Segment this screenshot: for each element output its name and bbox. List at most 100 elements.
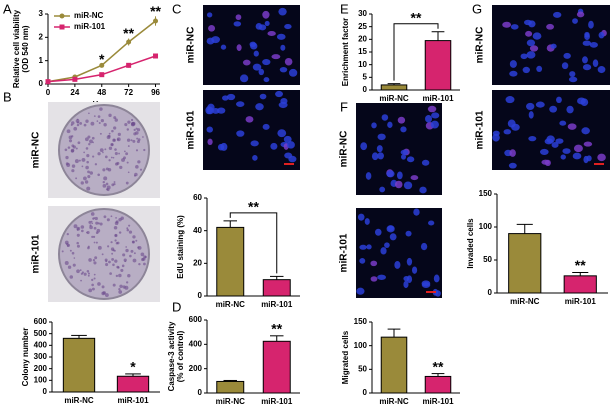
x-tick-label: miR-101 <box>261 397 293 406</box>
nucleus <box>235 14 242 21</box>
colony <box>112 249 115 252</box>
colony <box>86 160 89 164</box>
colony <box>97 282 101 286</box>
colony <box>114 148 117 151</box>
x-tick-label: miR-101 <box>261 300 293 309</box>
colony <box>93 241 96 244</box>
colony <box>86 230 90 235</box>
nucleus <box>250 42 258 50</box>
nucleus <box>421 280 431 287</box>
x-tick-label: 96 <box>151 88 160 97</box>
y-axis-label: Migrated cells <box>341 330 350 384</box>
colony <box>66 232 69 236</box>
nucleus <box>563 52 571 59</box>
nucleus <box>523 19 532 26</box>
colony <box>107 245 110 248</box>
nucleus <box>242 59 251 66</box>
nucleus <box>526 102 535 110</box>
colony <box>112 263 115 267</box>
nucleus <box>508 162 517 169</box>
nucleus <box>569 71 576 78</box>
colony <box>69 249 72 252</box>
colony <box>129 254 132 258</box>
colony <box>64 148 68 152</box>
colony <box>76 241 79 245</box>
nucleus <box>592 59 599 67</box>
nucleus <box>431 112 440 119</box>
colony <box>104 293 109 297</box>
colony <box>95 221 99 225</box>
nucleus <box>509 149 516 157</box>
colony <box>80 181 84 185</box>
legend-marker <box>59 24 65 30</box>
y-axis-label: Enrichment factor <box>341 18 350 86</box>
y-tick-label: 20 <box>358 34 367 43</box>
colony <box>61 250 64 253</box>
colony <box>101 253 104 256</box>
colony <box>105 260 108 263</box>
colony <box>123 258 127 262</box>
y-tick-label: 0 <box>198 388 203 397</box>
colony <box>76 121 80 124</box>
nucleus <box>206 107 214 115</box>
bar <box>508 233 542 294</box>
colony <box>113 181 116 184</box>
nucleus <box>509 60 517 68</box>
bar <box>380 84 408 91</box>
colony <box>103 123 107 127</box>
colony <box>116 138 120 141</box>
bar <box>62 337 96 393</box>
colony <box>119 165 123 170</box>
nucleus <box>239 74 249 83</box>
colony <box>105 182 109 186</box>
colony <box>93 226 97 230</box>
colony <box>127 274 131 278</box>
nucleus <box>582 40 592 46</box>
nucleus <box>566 105 574 114</box>
nucleus <box>283 135 292 143</box>
x-tick-label: miR-101 <box>117 396 149 405</box>
nucleus <box>377 152 384 160</box>
nucleus <box>541 159 550 165</box>
nucleus <box>510 24 519 30</box>
colony <box>65 162 69 166</box>
nucleus <box>381 114 389 121</box>
nucleus <box>502 21 512 28</box>
colony <box>99 222 103 226</box>
nucleus <box>278 7 287 16</box>
nucleus <box>536 65 543 73</box>
nucleus <box>252 155 258 161</box>
nucleus <box>389 233 397 241</box>
panel-letter: C <box>172 1 181 16</box>
colony <box>99 107 103 111</box>
colony <box>125 181 129 185</box>
nucleus <box>598 31 605 39</box>
nucleus <box>279 67 288 73</box>
x-tick-label: miR-NC <box>216 397 246 406</box>
colony <box>93 217 96 219</box>
colony <box>88 220 92 224</box>
bracket <box>229 212 278 274</box>
colony <box>97 173 100 177</box>
nucleus <box>206 12 213 18</box>
bar <box>216 226 245 297</box>
bar <box>563 275 597 294</box>
nucleus <box>206 126 213 133</box>
y-tick-label: 2 <box>39 32 44 41</box>
colony <box>85 165 89 170</box>
colony <box>122 253 126 257</box>
nucleus <box>280 44 286 51</box>
data-point <box>45 79 51 85</box>
colony <box>76 233 80 237</box>
colony <box>135 239 138 242</box>
nucleus <box>262 123 270 130</box>
colony <box>98 121 101 125</box>
colony <box>135 127 138 130</box>
y-tick-label: 0 <box>198 291 203 300</box>
colony <box>83 176 87 181</box>
nucleus <box>264 20 270 27</box>
colony <box>104 155 108 159</box>
colony <box>105 262 109 267</box>
bar <box>424 40 452 91</box>
colony <box>109 272 112 275</box>
